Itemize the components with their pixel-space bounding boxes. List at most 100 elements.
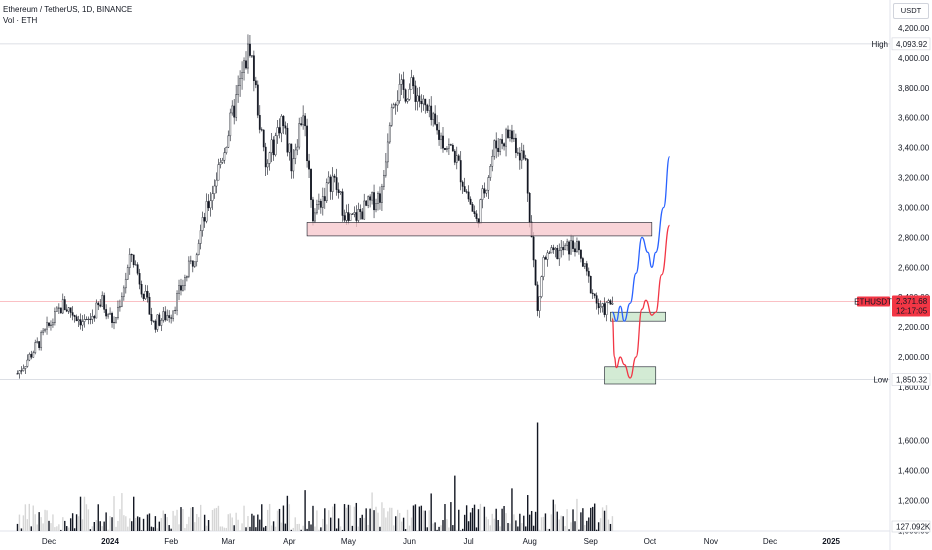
volume-bar — [467, 521, 470, 531]
volume-bar — [158, 521, 161, 531]
volume-bar — [221, 526, 224, 531]
candle-body — [558, 250, 561, 260]
candle-body — [337, 189, 340, 193]
candle-body — [312, 199, 314, 222]
volume-bar — [138, 517, 141, 531]
y-tick-label: 1,200.00 — [898, 497, 930, 506]
volume-bar — [30, 526, 32, 531]
candle-body — [578, 241, 580, 251]
volume-bar — [284, 523, 287, 531]
volume-bar — [369, 508, 371, 531]
volume-bar — [134, 518, 137, 531]
candle-body — [329, 176, 332, 192]
candle-body — [432, 113, 435, 120]
volume-bar — [227, 514, 229, 531]
volume-bar — [32, 505, 34, 531]
volume-bar — [294, 517, 296, 531]
candle-body — [180, 285, 182, 291]
volume-bar — [414, 504, 417, 531]
volume-bar — [438, 526, 440, 531]
candle-body — [566, 241, 569, 246]
volume-legend[interactable]: Vol · ETH — [3, 16, 38, 25]
volume-bar — [259, 519, 261, 531]
symbol-title[interactable]: Ethereum / TetherUS, 1D, BINANCE — [3, 5, 133, 14]
candle-body — [605, 302, 608, 315]
candle-body — [124, 278, 127, 289]
volume-bar — [302, 525, 304, 531]
candle-body — [187, 260, 190, 277]
candle-body — [453, 150, 456, 163]
volume-bar — [263, 527, 265, 531]
volume-bar — [580, 512, 582, 531]
volume-bar — [79, 496, 82, 531]
candle-body — [448, 144, 450, 149]
candle-body — [67, 307, 70, 312]
x-tick-label: Sep — [584, 537, 599, 546]
candle-body — [164, 311, 167, 321]
candle-body — [182, 285, 184, 291]
candle-body — [420, 101, 423, 105]
volume-bar — [465, 505, 468, 531]
candle-body — [491, 156, 494, 167]
candle-body — [227, 135, 230, 148]
candle-body — [103, 295, 106, 310]
volume-bars — [16, 422, 614, 531]
y-tick-label: 1,800.00 — [898, 383, 930, 392]
volume-bar — [286, 495, 289, 531]
candle-body — [55, 307, 58, 312]
candle-body — [282, 115, 285, 127]
x-tick-label: Dec — [42, 537, 56, 546]
volume-bar — [460, 530, 462, 531]
candle-body — [400, 79, 403, 85]
volume-bar — [365, 508, 367, 531]
volume-bar — [527, 495, 529, 531]
volume-bar — [85, 504, 88, 531]
volume-bar — [56, 526, 58, 531]
candle-body — [292, 158, 295, 172]
candle-body — [497, 147, 500, 152]
candle-body — [50, 324, 52, 326]
x-tick-label: Aug — [523, 537, 537, 546]
candle-body — [298, 123, 301, 148]
volume-bar — [593, 503, 596, 531]
y-tick-label: 3,000.00 — [898, 203, 930, 212]
candle-body — [323, 196, 326, 202]
volume-bar — [337, 518, 340, 531]
candle-body — [475, 213, 478, 219]
volume-bar — [371, 492, 373, 531]
candle-body — [107, 314, 110, 317]
candle-body — [213, 185, 216, 194]
candle-body — [321, 196, 324, 208]
candle-body — [542, 257, 545, 277]
volume-bar — [247, 516, 249, 531]
candle-body — [546, 252, 549, 260]
candle-body — [418, 95, 421, 102]
volume-bar — [381, 502, 383, 531]
candle-body — [150, 314, 153, 322]
candle-body — [467, 191, 470, 200]
candle-body — [193, 261, 196, 267]
volume-bar — [282, 505, 285, 531]
volume-bar — [198, 517, 200, 531]
candle-body — [52, 322, 54, 326]
candle-body — [95, 302, 98, 319]
candle-body — [105, 309, 108, 317]
volume-bar — [495, 508, 497, 531]
candle-body — [243, 60, 245, 73]
x-tick-label: 2024 — [101, 537, 119, 546]
volume-bar — [54, 527, 56, 531]
candle-body — [166, 315, 169, 321]
volume-bar — [499, 526, 501, 531]
candle-body — [503, 143, 505, 147]
candle-body — [36, 341, 39, 343]
volume-bar — [237, 519, 239, 531]
volume-bar — [129, 518, 131, 531]
volume-bar — [333, 503, 336, 531]
currency-selector[interactable]: USDT — [893, 3, 929, 19]
volume-bar — [46, 510, 48, 531]
low-marker-box — [891, 373, 931, 386]
chart-legend[interactable]: Ethereum / TetherUS, 1D, BINANCE Vol · E… — [3, 4, 132, 26]
candle-body — [176, 293, 178, 311]
candle-body — [73, 315, 76, 317]
